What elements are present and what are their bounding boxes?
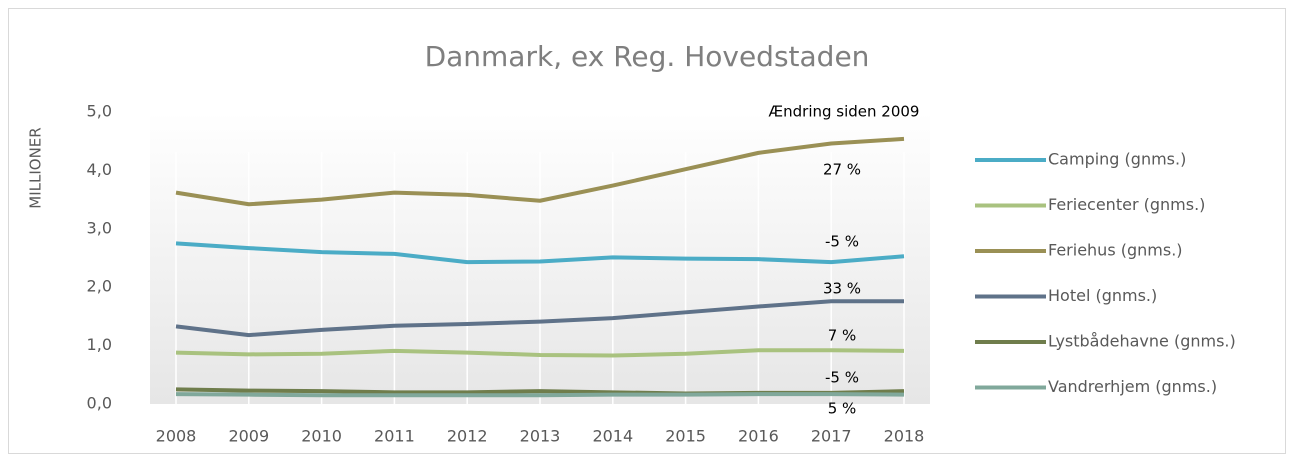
change-label: -5 % [825,233,859,251]
x-tick-label: 2010 [301,427,342,446]
legend-label: Feriecenter (gnms.) [1048,195,1205,214]
series-line [175,241,905,265]
legend-label: Camping (gnms.) [1048,150,1186,169]
y-tick-label: 4,0 [87,160,112,179]
change-label: 33 % [823,280,861,298]
x-tick-label: 2015 [665,427,706,446]
annotation: Ændring siden 2009 [769,103,920,121]
series-line [175,299,904,338]
change-label: 27 % [823,161,861,179]
legend-label: Lystbådehavne (gnms.) [1048,332,1236,351]
x-tick-label: 2014 [592,427,633,446]
x-tick-label: 2012 [447,427,488,446]
y-tick-label: 0,0 [87,394,112,413]
y-axis-label: MILLIONER [27,127,45,208]
x-tick-label: 2018 [884,427,925,446]
x-tick-label: 2013 [520,427,561,446]
chart-title: Danmark, ex Reg. Hovedstaden [425,40,870,73]
change-label: 7 % [828,327,857,345]
legend-label: Hotel (gnms.) [1048,286,1157,305]
x-tick-label: 2017 [811,427,852,446]
series-line [175,348,905,358]
x-tick-label: 2016 [738,427,779,446]
legend-label: Vandrerhjem (gnms.) [1048,377,1217,396]
series-line [175,392,905,398]
change-label: -5 % [825,369,859,387]
x-tick-label: 2011 [374,427,415,446]
y-tick-label: 3,0 [87,218,112,237]
change-label: 5 % [828,400,857,418]
y-tick-label: 1,0 [87,335,112,354]
x-tick-label: 2009 [228,427,269,446]
x-tick-label: 2008 [156,427,197,446]
y-tick-label: 2,0 [87,277,112,296]
series-line [175,136,905,207]
y-tick-label: 5,0 [87,102,112,121]
legend-label: Feriehus (gnms.) [1048,241,1183,260]
